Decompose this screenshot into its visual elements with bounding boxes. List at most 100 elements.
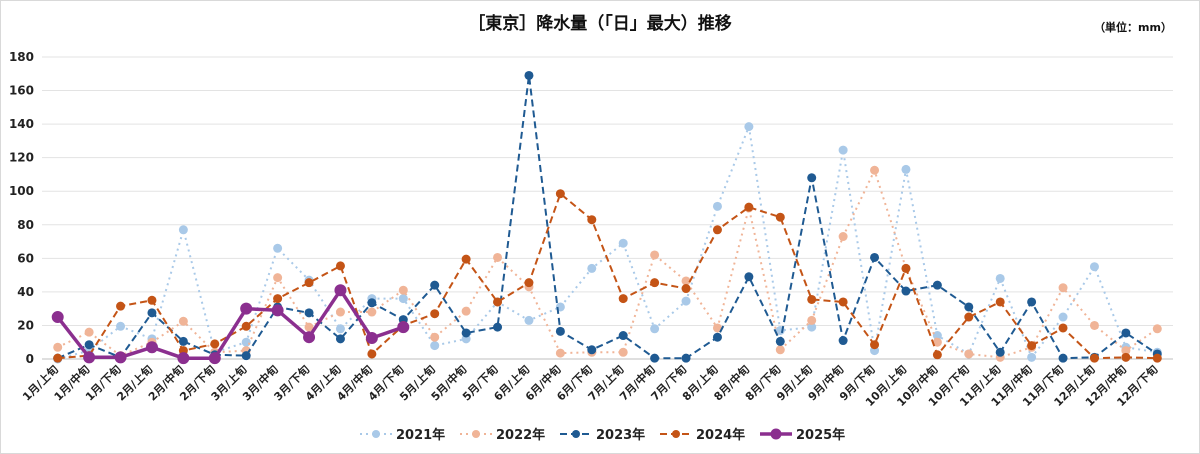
data-point <box>304 308 314 318</box>
chart-title: ［東京］降水量（「日」最大）推移 <box>468 13 732 34</box>
series-line <box>57 125 1158 360</box>
data-point <box>1089 320 1099 330</box>
data-point <box>367 298 377 308</box>
data-point <box>964 349 974 359</box>
data-point <box>618 331 628 341</box>
data-point <box>807 173 817 183</box>
data-point <box>838 336 848 346</box>
data-point <box>555 326 565 336</box>
data-point <box>1058 283 1068 293</box>
legend-item: 2024年 <box>660 427 745 443</box>
data-point <box>681 296 691 306</box>
data-point <box>650 324 660 334</box>
data-point <box>367 307 377 317</box>
y-tick-label: 160 <box>9 84 34 98</box>
series-line <box>57 74 1158 360</box>
data-point <box>335 324 345 334</box>
data-point <box>650 250 660 260</box>
legend-label: 2024年 <box>696 427 745 443</box>
y-tick-label: 20 <box>17 318 34 332</box>
data-point <box>398 285 408 295</box>
unit-note: （単位：mm） <box>1094 20 1172 34</box>
legend-item: 2021年 <box>360 427 445 443</box>
data-point <box>430 280 440 290</box>
data-point <box>870 340 880 350</box>
data-point <box>1121 352 1131 362</box>
data-point <box>178 336 188 346</box>
data-point <box>838 145 848 155</box>
data-point <box>618 238 628 248</box>
data-point <box>838 232 848 242</box>
data-point <box>587 263 597 273</box>
data-point <box>53 342 63 352</box>
data-point <box>901 164 911 174</box>
legend-swatch-marker <box>672 430 680 438</box>
data-point <box>335 261 345 271</box>
data-point <box>807 294 817 304</box>
data-point <box>83 351 96 364</box>
legend-label: 2025年 <box>796 427 845 443</box>
y-tick-label: 140 <box>9 117 34 131</box>
data-point <box>807 322 817 332</box>
data-point <box>901 286 911 296</box>
data-point <box>995 273 1005 283</box>
data-point <box>177 352 190 365</box>
data-point <box>304 278 314 288</box>
series-4 <box>51 284 410 365</box>
data-point <box>964 312 974 322</box>
data-point <box>995 347 1005 357</box>
data-point <box>273 243 283 253</box>
data-point <box>775 336 785 346</box>
data-point <box>51 311 64 324</box>
data-point <box>524 278 534 288</box>
data-point <box>932 280 942 290</box>
data-point <box>744 122 754 132</box>
data-point <box>932 350 942 360</box>
data-point <box>208 352 221 365</box>
y-tick-label: 120 <box>9 151 34 165</box>
data-point <box>870 165 880 175</box>
series-3 <box>53 189 1162 363</box>
data-point <box>334 284 347 297</box>
data-point <box>493 322 503 332</box>
data-point <box>1089 262 1099 272</box>
data-point <box>145 341 158 354</box>
data-point <box>712 323 722 333</box>
data-point <box>430 309 440 319</box>
data-point <box>493 252 503 262</box>
data-point <box>932 331 942 341</box>
data-point <box>1089 353 1099 363</box>
data-point <box>493 297 503 307</box>
data-point <box>241 321 251 331</box>
data-point <box>271 304 284 317</box>
data-point <box>587 215 597 225</box>
data-point <box>241 337 251 347</box>
data-point <box>116 301 126 311</box>
gridlines <box>42 56 1173 360</box>
legend-swatch-marker <box>472 430 480 438</box>
data-point <box>397 321 410 334</box>
data-point <box>461 254 471 264</box>
data-point <box>147 295 157 305</box>
data-point <box>555 348 565 358</box>
data-point <box>1058 353 1068 363</box>
legend-swatch-marker <box>572 430 580 438</box>
data-point <box>241 351 251 361</box>
data-point <box>744 272 754 282</box>
data-point <box>618 294 628 304</box>
data-point <box>210 339 220 349</box>
data-point <box>53 353 63 363</box>
data-point <box>712 332 722 342</box>
data-point <box>524 70 534 80</box>
data-point <box>712 225 722 235</box>
data-point <box>712 201 722 211</box>
data-point <box>618 347 628 357</box>
data-point <box>555 189 565 199</box>
legend-item: 2023年 <box>560 427 645 443</box>
data-point <box>681 353 691 363</box>
data-point <box>147 308 157 318</box>
legend-swatch-marker <box>770 428 782 440</box>
legend-item: 2025年 <box>760 427 845 443</box>
data-point <box>335 307 345 317</box>
